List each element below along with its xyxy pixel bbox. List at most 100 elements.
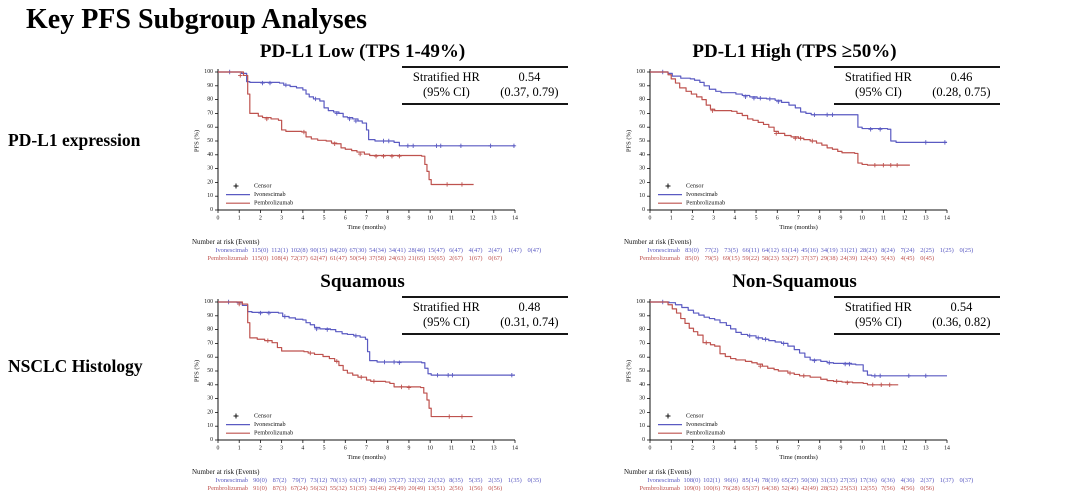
svg-text:80: 80 <box>639 327 645 333</box>
hr-box: Stratified HR 0.46 (95% CI) (0.28, 0.75) <box>834 66 1000 105</box>
risk-value: 85(14) <box>742 477 760 484</box>
svg-text:Ivonescimab: Ivonescimab <box>686 191 718 198</box>
svg-text:2: 2 <box>691 446 694 452</box>
risk-value: 0(25) <box>959 247 974 254</box>
svg-text:Censor: Censor <box>686 183 704 190</box>
svg-text:2: 2 <box>259 446 262 452</box>
svg-text:3: 3 <box>712 216 715 222</box>
risk-value: 78(19) <box>761 477 779 484</box>
risk-value: 31(33) <box>820 477 838 484</box>
stratified-hr-label: Stratified HR <box>844 70 912 84</box>
risk-value: 13(51) <box>427 485 445 491</box>
svg-text:2: 2 <box>691 216 694 222</box>
risk-row-name: Pembrolizumab <box>207 485 248 491</box>
risk-value: 25(53) <box>840 485 858 491</box>
x-tick-labels: 0 1 2 3 4 5 6 7 8 9 10 11 12 13 14 <box>649 440 950 452</box>
panel-title: Non-Squamous <box>732 271 857 292</box>
censor-legend-icon <box>233 183 239 189</box>
hr-row: Stratified HR 0.54 <box>402 70 568 85</box>
svg-text:12: 12 <box>470 446 476 452</box>
risk-value: 0(35) <box>527 477 542 484</box>
page-title: Key PFS Subgroup Analyses <box>26 4 368 35</box>
svg-text:10: 10 <box>427 446 433 452</box>
risk-value: 102(8) <box>290 247 308 254</box>
svg-text:9: 9 <box>407 216 410 222</box>
svg-text:30: 30 <box>207 166 213 172</box>
ci-label: (95% CI) <box>854 84 902 99</box>
risk-value: 15(47) <box>427 247 445 254</box>
x-tick-labels: 0 1 2 3 4 5 6 7 8 9 10 11 12 13 14 <box>217 210 518 222</box>
panel-slot-pdl1-low: PD-L1 Low (TPS 1-49%) 0 10 20 30 40 50 60 70 80 9… <box>190 41 582 272</box>
y-tick-labels: 0 10 20 30 40 50 60 70 80 90 100 <box>204 69 218 213</box>
ci-label: (95% CI) <box>422 314 470 329</box>
svg-text:50: 50 <box>207 138 213 144</box>
svg-text:90: 90 <box>639 83 645 89</box>
svg-text:6: 6 <box>344 216 347 222</box>
svg-text:70: 70 <box>207 340 213 346</box>
risk-value: 84(20) <box>329 247 347 254</box>
panel-slot-squamous: Squamous 0 10 20 30 40 50 60 70 80 90 100 0 1 2 3 4 5 6 7 8… <box>190 271 582 491</box>
svg-text:40: 40 <box>207 382 213 388</box>
svg-text:Censor: Censor <box>686 413 704 420</box>
svg-text:0: 0 <box>642 207 645 213</box>
risk-value: 25(49) <box>388 485 406 491</box>
risk-value: 2(47) <box>488 247 503 254</box>
risk-value: 67(30) <box>349 247 367 254</box>
svg-text:4: 4 <box>733 216 736 222</box>
risk-value: 7(24) <box>900 247 915 254</box>
svg-text:13: 13 <box>923 446 929 452</box>
risk-value: 102(1) <box>703 477 721 484</box>
risk-value: 24(63) <box>388 255 406 262</box>
series-line-pembrolizumab <box>218 301 473 418</box>
svg-text:100: 100 <box>636 69 645 75</box>
risk-value: 72(37) <box>290 255 308 262</box>
risk-value: 91(0) <box>253 485 267 491</box>
svg-text:30: 30 <box>207 396 213 402</box>
risk-value: 50(54) <box>349 255 367 262</box>
risk-value: 59(22) <box>742 255 760 262</box>
risk-value: 4(56) <box>900 485 915 491</box>
risk-table: Number at risk (Events) Ivonescimab 83(0… <box>622 238 1014 270</box>
risk-value: 45(16) <box>801 247 819 254</box>
stratified-hr-value: 0.46 <box>950 70 973 84</box>
risk-value: 21(65) <box>408 255 426 262</box>
svg-text:60: 60 <box>639 124 645 130</box>
risk-value: 69(15) <box>722 255 740 262</box>
risk-value: 34(19) <box>820 247 838 254</box>
risk-row-ivonescimab: Ivonescimab 115(0) 112(1) 102(8) 90(15) 84(2… <box>190 247 582 255</box>
series-line-pembrolizumab <box>650 301 899 386</box>
x-tick-labels: 0 1 2 3 4 5 6 7 8 9 10 11 12 13 14 <box>217 440 518 452</box>
svg-text:100: 100 <box>204 299 213 305</box>
svg-text:90: 90 <box>207 83 213 89</box>
svg-text:0: 0 <box>642 437 645 443</box>
risk-value: 73(12) <box>310 477 328 484</box>
risk-row-ivonescimab: Ivonescimab 83(0) 77(2) 73(5) 66(11) 64(12) 6… <box>622 247 1014 255</box>
svg-text:100: 100 <box>636 299 645 305</box>
svg-text:5: 5 <box>755 446 758 452</box>
risk-value: 37(37) <box>801 255 819 262</box>
x-tick-labels: 0 1 2 3 4 5 6 7 8 9 10 11 12 13 14 <box>649 210 950 222</box>
risk-row-name: Ivonescimab <box>215 247 248 254</box>
svg-text:70: 70 <box>639 110 645 116</box>
y-tick-labels: 0 10 20 30 40 50 60 70 80 90 100 <box>636 69 650 213</box>
km-panel: Non-Squamous 0 10 20 30 40 50 60 70 80 90 100 0 1 2 3 4… <box>622 271 1014 491</box>
risk-table: Number at risk (Events) Ivonescimab 108(… <box>622 468 1014 491</box>
risk-value: 34(41) <box>388 247 406 254</box>
panel-slot-non-squamous: Non-Squamous 0 10 20 30 40 50 60 70 80 90 100 0 1 2 3 4… <box>622 271 1014 491</box>
panel-title: PD-L1 High (TPS ≥50%) <box>692 41 897 62</box>
km-panel: PD-L1 Low (TPS 1-49%) 0 10 20 30 40 50 60 70 80 9… <box>190 41 582 272</box>
svg-text:9: 9 <box>839 216 842 222</box>
y-axis-title: PFS (%) <box>626 130 633 152</box>
svg-text:9: 9 <box>839 446 842 452</box>
svg-text:1: 1 <box>670 446 673 452</box>
svg-text:12: 12 <box>470 216 476 222</box>
panel-title: Squamous <box>320 271 405 292</box>
svg-text:30: 30 <box>639 166 645 172</box>
svg-text:7: 7 <box>797 216 800 222</box>
